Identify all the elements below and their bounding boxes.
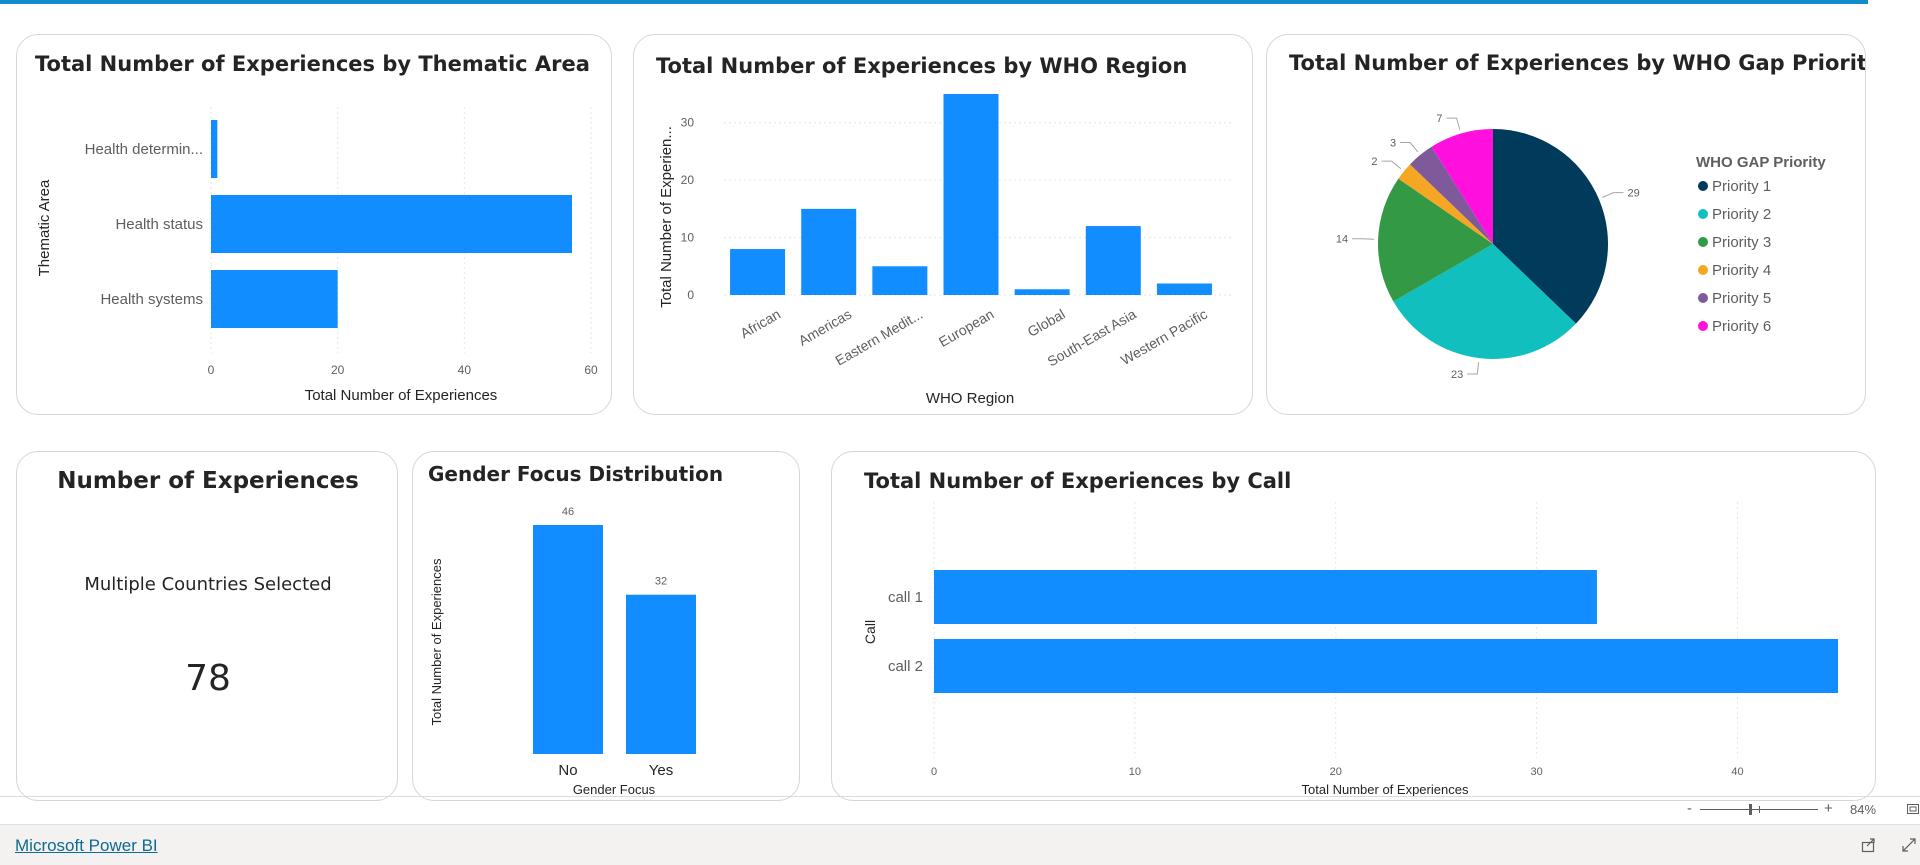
bar-call-1 [934,570,1597,624]
x-tick-label: 10 [1129,766,1141,778]
leader-line [1602,193,1623,198]
y-tick-label: 20 [681,173,695,187]
y-tick-label: 0 [687,288,694,302]
y-tick-label: 30 [681,116,695,130]
legend-marker-priority-6 [1698,321,1708,331]
selection-subtitle: Multiple Countries Selected [17,574,398,595]
bar-americas [801,209,856,295]
fullscreen-icon[interactable] [1900,836,1918,854]
legend-marker-priority-4 [1698,265,1708,275]
bar-south-east-asia [1086,226,1141,295]
share-icon[interactable] [1860,836,1878,854]
legend-marker-priority-5 [1698,293,1708,303]
bar-african [730,249,785,295]
slice-data-label: 2 [1371,156,1377,168]
x-axis-title: Total Number of Experiences [1302,782,1469,797]
x-tick-label: 20 [1330,766,1342,778]
x-tick-label: 40 [1731,766,1743,778]
thematic-area-chart[interactable]: 0 20 40 60 Health determin... Health status He… [17,35,612,415]
power-bi-link[interactable]: Microsoft Power BI [15,836,158,856]
thematic-area-card[interactable]: Total Number of Experiences by Thematic … [16,34,612,415]
legend-marker-priority-3 [1698,237,1708,247]
legend-label: Priority 4 [1712,262,1771,279]
slice-data-label: 7 [1436,113,1442,125]
bar-health-status [211,195,572,253]
page-divider [0,796,1920,797]
y-axis-title: Thematic Area [36,179,53,276]
experience-count-card[interactable]: Number of Experiences Multiple Countries… [16,451,398,801]
legend-title: WHO GAP Priority [1696,154,1826,171]
leader-line [1447,118,1460,130]
y-axis-title: Call [862,620,878,644]
bar-yes [626,595,696,754]
bar-eastern-medit [872,266,927,295]
x-axis-title: WHO Region [926,390,1014,407]
who-gap-priority-card[interactable]: Total Number of Experiences by WHO Gap P… [1266,34,1866,415]
footer-bar [0,824,1920,865]
category-label: Health systems [100,291,203,308]
legend-label: Priority 5 [1712,290,1771,307]
gender-focus-chart[interactable]: 46 No 32 Yes Gender Focus Total Number of Exp… [413,452,800,801]
bar-global [1015,289,1070,295]
slice-data-label: 23 [1451,369,1463,381]
y-axis-title: Total Number of Experien... [658,126,675,308]
zoom-slider[interactable] [1700,802,1818,818]
y-axis-title: Total Number of Experiences [429,558,444,725]
legend-label: Priority 3 [1712,234,1771,251]
bar-health-determin [211,120,217,178]
slice-data-label: 3 [1390,138,1396,150]
bar-call-2 [934,639,1838,693]
y-tick-label: 10 [681,231,695,245]
zoom-slider-midpoint [1759,806,1760,813]
bar-health-systems [211,270,338,328]
data-label: 32 [655,576,667,588]
zoom-in-button[interactable]: + [1824,800,1833,822]
category-label: Americas [796,306,855,349]
legend-marker-priority-1 [1698,181,1708,191]
x-axis-title: Total Number of Experiences [305,387,498,404]
category-label: Health status [115,216,203,233]
legend-marker-priority-2 [1698,209,1708,219]
bar-european [944,94,999,295]
data-label: 46 [562,506,574,518]
category-label: African [737,306,783,342]
category-label: Global [1025,306,1068,340]
experience-count-value: 78 [17,658,398,699]
report-header-bar [0,0,1868,4]
legend-label: Priority 2 [1712,206,1771,223]
bar-no [533,525,603,754]
leader-line [1400,143,1418,152]
x-tick-label: 20 [331,363,345,377]
category-label: No [558,762,577,779]
leader-line [1467,362,1478,374]
category-label: call 1 [888,589,923,606]
zoom-out-button[interactable]: - [1687,800,1692,822]
slice-data-label: 29 [1628,188,1640,200]
zoom-slider-thumb[interactable] [1749,804,1752,815]
x-tick-label: 60 [584,363,598,377]
legend-label: Priority 1 [1712,178,1771,195]
zoom-level: 84% [1850,802,1876,824]
experience-count-title: Number of Experiences [17,468,398,494]
category-label: European [936,306,997,350]
x-tick-label: 40 [458,363,472,377]
legend-label: Priority 6 [1712,318,1771,335]
x-tick-label: 0 [931,766,937,778]
category-label: Health determin... [85,141,203,158]
x-tick-label: 0 [208,363,215,377]
who-region-card[interactable]: Total Number of Experiences by WHO Regio… [633,34,1253,415]
category-label: Yes [649,762,673,779]
bar-western-pacific [1157,284,1212,295]
leader-line [1382,161,1401,169]
fit-to-page-icon[interactable] [1906,802,1920,816]
category-label: call 2 [888,658,923,675]
x-tick-label: 30 [1531,766,1543,778]
slice-data-label: 14 [1336,234,1348,246]
x-axis-title: Gender Focus [573,782,656,797]
